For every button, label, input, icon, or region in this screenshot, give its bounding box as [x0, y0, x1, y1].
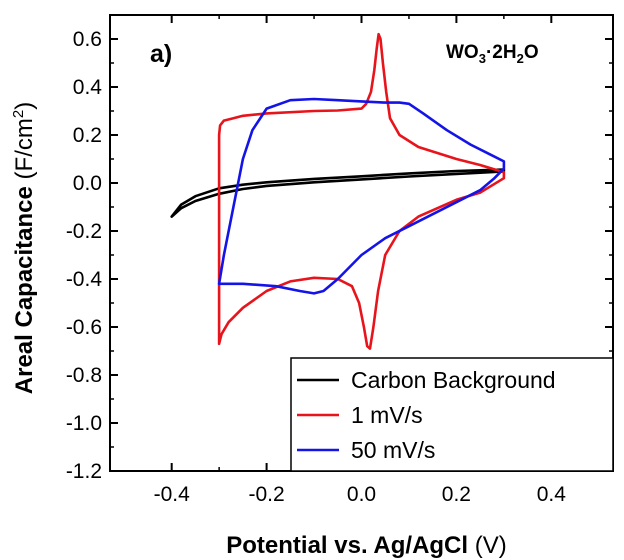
series-layer — [170, 32, 506, 350]
y-axis-title-unit-open: (F/cm — [11, 118, 38, 179]
legend-box — [290, 357, 614, 472]
legend-label-1: 1 mV/s — [351, 402, 423, 428]
compound-sub-2: 2 — [517, 51, 524, 66]
compound-base: WO — [446, 42, 479, 63]
x-tick-label: -0.4 — [154, 483, 191, 506]
y-tick-label: -0.8 — [66, 364, 102, 387]
x-tick-label: 0.4 — [537, 483, 567, 506]
compound-annotation: WO3·2H2O — [446, 42, 539, 66]
series-1-line — [217, 32, 506, 350]
legend-label-0: Carbon Background — [351, 367, 556, 393]
x-axis-title-unit: (V) — [475, 532, 507, 559]
panel-label: a) — [150, 40, 172, 68]
y-tick-label: -1.0 — [66, 412, 102, 435]
series-2-line — [217, 97, 506, 295]
legend-label-2: 50 mV/s — [351, 437, 435, 463]
x-tick-label: -0.2 — [249, 483, 285, 506]
y-axis-title-unit-sup: 2 — [10, 110, 27, 118]
y-tick-label: -0.6 — [66, 316, 102, 339]
y-tick-label: 0.4 — [73, 76, 103, 99]
y-axis-title: Areal Capacitance (F/cm2) — [10, 102, 38, 394]
x-axis-title: Potential vs. Ag/AgCl (V) — [226, 532, 506, 559]
legend: Carbon Background 1 mV/s 50 mV/s — [290, 357, 614, 472]
compound-sub-1: 3 — [479, 51, 486, 66]
y-tick-label: -0.4 — [66, 268, 103, 291]
x-axis-title-bold: Potential vs. Ag/AgCl — [226, 532, 468, 559]
y-axis-title-unit-close: ) — [11, 102, 38, 110]
compound-tail: O — [524, 42, 539, 63]
y-tick-label: 0.2 — [73, 124, 102, 147]
y-tick-label: 0.0 — [73, 172, 102, 195]
y-tick-label: -1.2 — [66, 460, 102, 483]
compound-mid: ·2H — [486, 42, 517, 63]
y-tick-label: -0.2 — [66, 220, 102, 243]
legend-items: Carbon Background 1 mV/s 50 mV/s — [297, 367, 556, 463]
y-tick-label: 0.6 — [73, 28, 102, 51]
y-axis-title-bold: Areal Capacitance — [11, 186, 38, 394]
series-0-line — [170, 168, 506, 218]
x-tick-label: 0.0 — [347, 483, 376, 506]
x-tick-label: 0.2 — [442, 483, 471, 506]
